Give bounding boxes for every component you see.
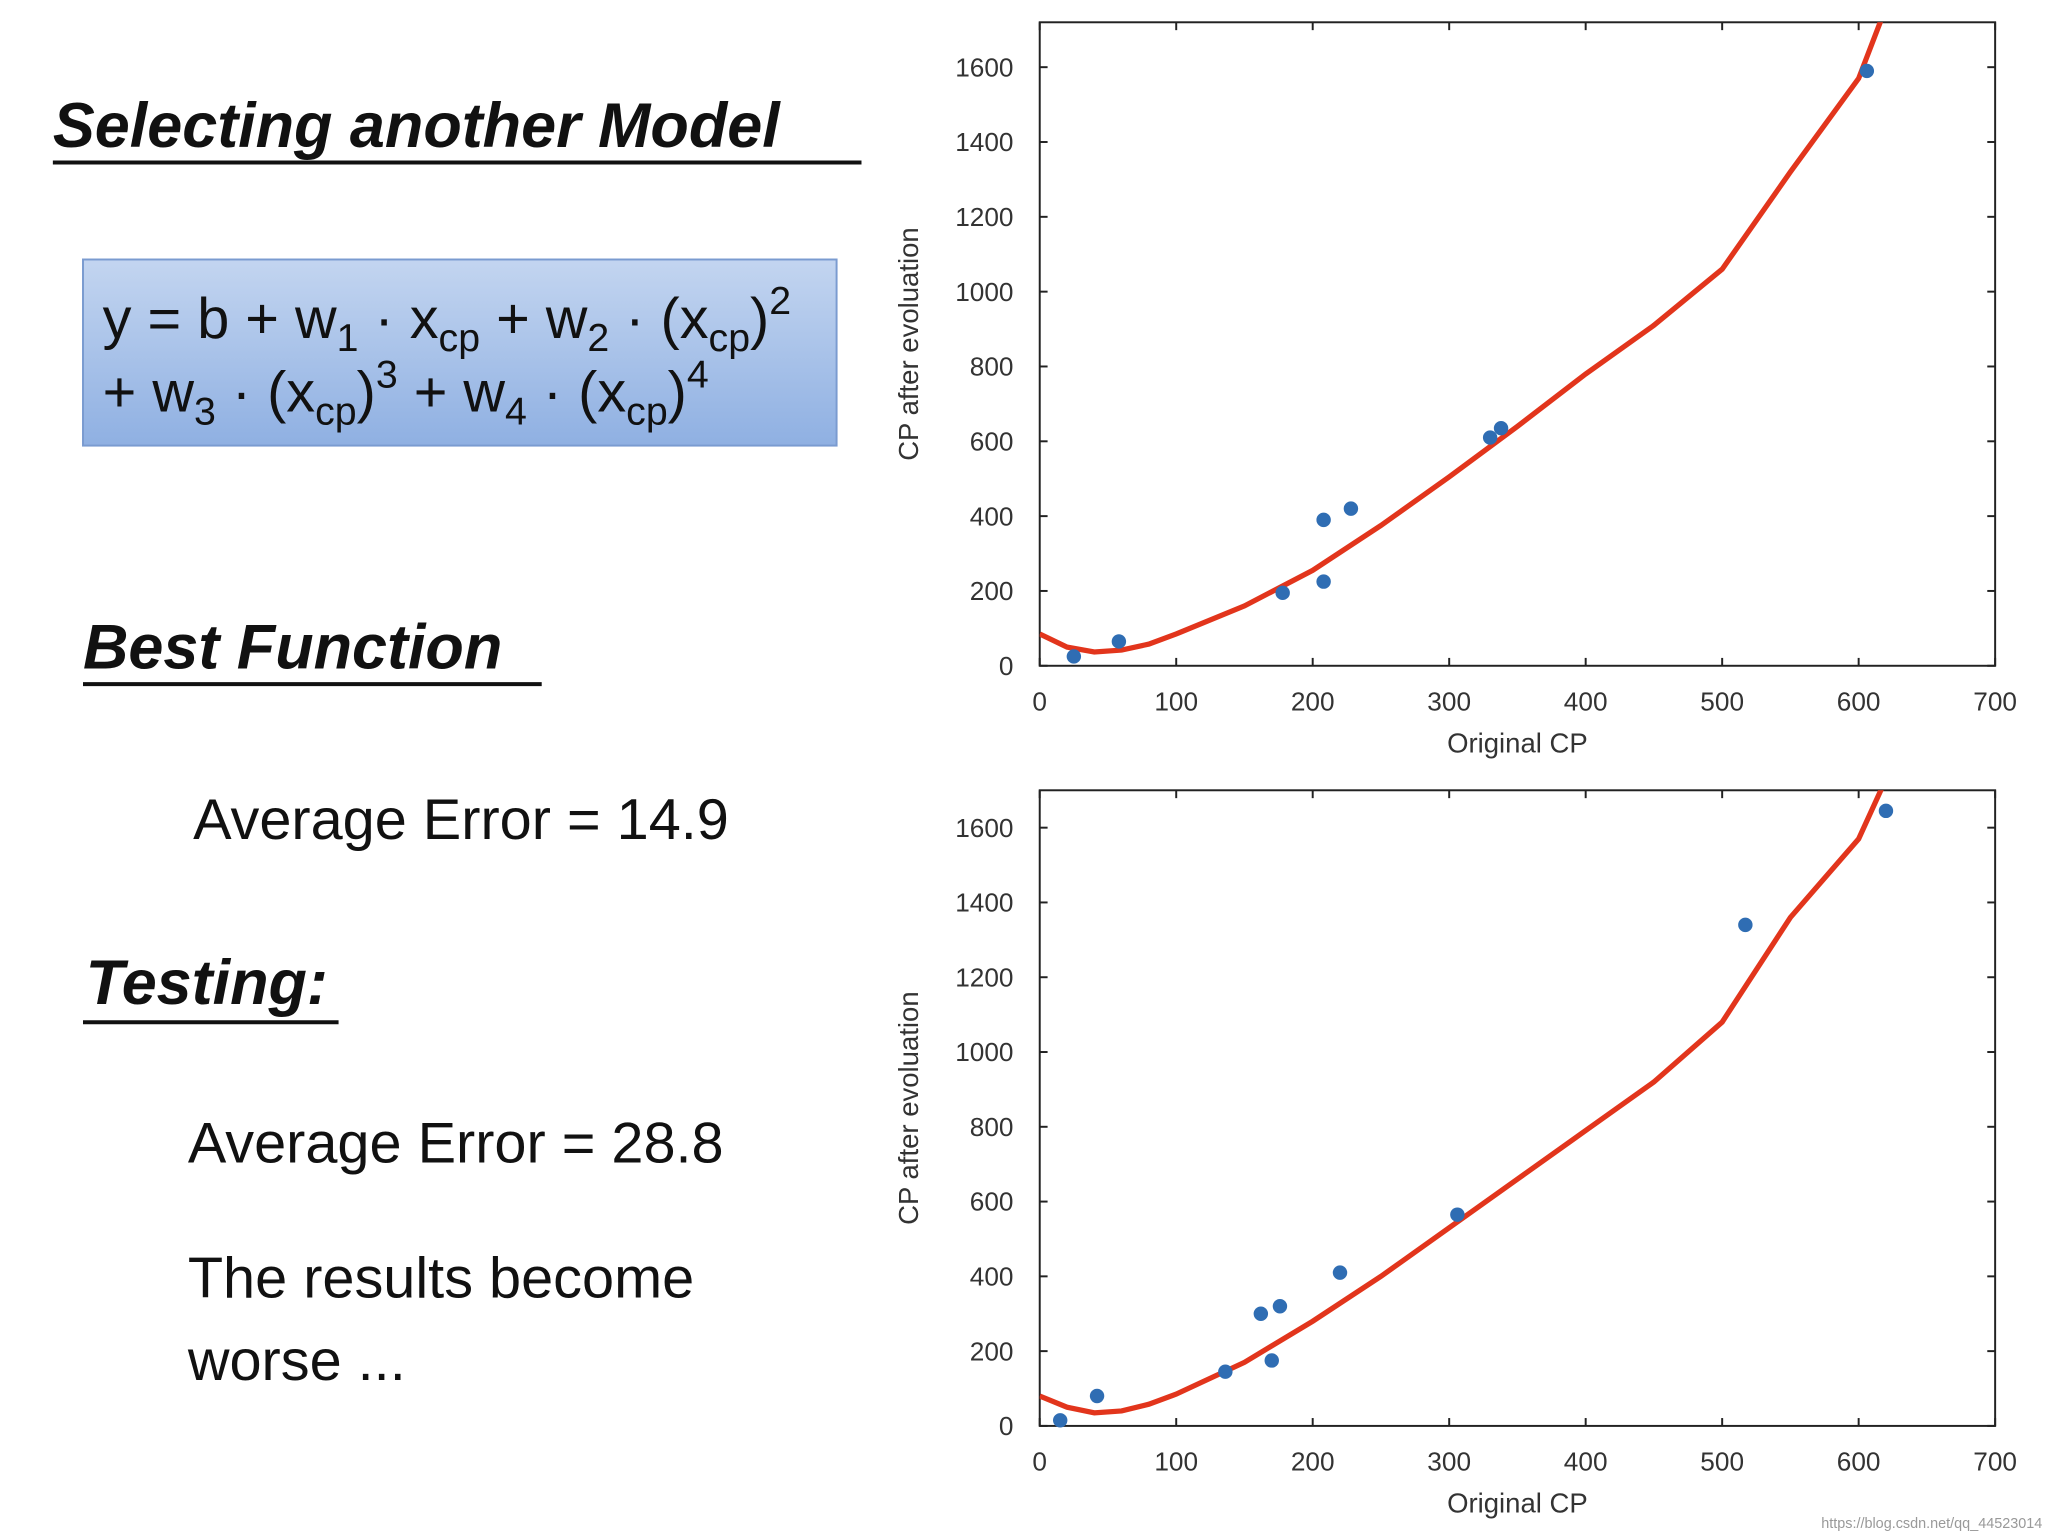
data-point <box>1089 1388 1105 1404</box>
y-tick-label: 1400 <box>955 127 1013 157</box>
y-tick-label: 1000 <box>955 1037 1013 1067</box>
x-tick-label: 100 <box>1154 1446 1198 1476</box>
data-point <box>1275 585 1290 601</box>
plot-area <box>1039 790 1884 1416</box>
y-tick-label: 1200 <box>955 962 1013 992</box>
data-point <box>1493 420 1509 436</box>
data-point <box>1450 1207 1465 1222</box>
heading: Best Function <box>83 612 502 682</box>
data-point <box>1218 1364 1233 1379</box>
y-tick-label: 1600 <box>955 813 1013 843</box>
slide-title: Selecting another Model <box>53 91 781 161</box>
formula-box <box>82 258 838 447</box>
data-point <box>1264 1353 1279 1368</box>
formula-line: y = b + w1 · xcp + w2 · (xcp)2 <box>103 280 791 361</box>
formula-sup: 4 <box>687 353 709 397</box>
data-point <box>1066 649 1082 664</box>
formula-sub: cp <box>315 390 357 434</box>
formula-text: · x <box>358 287 438 351</box>
x-tick-label: 400 <box>1564 1446 1608 1476</box>
y-tick-label: 200 <box>970 576 1014 606</box>
formula-text: ) <box>357 361 376 425</box>
error-text: Average Error = 14.9 <box>193 788 729 852</box>
data-point <box>1272 1299 1288 1314</box>
plot-frame <box>1038 789 1997 1427</box>
y-axis-label: CP after evoluation <box>893 227 924 461</box>
x-tick-label: 300 <box>1427 1446 1471 1476</box>
plot-frame <box>1038 21 1997 667</box>
formula-sub: 4 <box>505 390 527 434</box>
error-text: Average Error = 28.8 <box>188 1111 724 1175</box>
data-point <box>1316 574 1331 589</box>
y-tick-label: 800 <box>970 1112 1014 1142</box>
formula-text: · (x <box>216 361 315 425</box>
formula-sup: 2 <box>769 280 791 324</box>
x-tick-label: 200 <box>1291 1446 1335 1476</box>
formula-sub: 2 <box>587 316 609 360</box>
formula-text: + w <box>103 361 195 425</box>
x-tick-label: 0 <box>1032 686 1047 716</box>
x-tick-label: 600 <box>1837 1446 1881 1476</box>
formula-text: y = b + w <box>103 287 337 351</box>
data-point <box>1111 634 1127 649</box>
y-tick-label: 800 <box>970 352 1014 382</box>
formula-text: ) <box>750 287 769 351</box>
conclusion: worse ... <box>187 1329 406 1393</box>
formula-text: + w <box>398 361 506 425</box>
y-tick-label: 600 <box>970 426 1014 456</box>
y-tick-label: 1200 <box>955 202 1013 232</box>
y-tick-label: 200 <box>970 1336 1014 1366</box>
x-tick-label: 700 <box>1973 1446 2017 1476</box>
y-axis-label: CP after evoluation <box>893 991 924 1225</box>
data-point <box>1859 63 1875 79</box>
y-tick-label: 400 <box>970 501 1014 531</box>
formula-text: · (x <box>527 361 626 425</box>
y-tick-label: 1400 <box>955 888 1013 918</box>
x-tick-label: 400 <box>1564 686 1608 716</box>
x-tick-label: 100 <box>1154 686 1198 716</box>
data-point <box>1316 512 1331 528</box>
formula-sub: cp <box>439 316 481 360</box>
formula-text: ) <box>668 361 687 425</box>
x-tick-label: 200 <box>1291 686 1335 716</box>
data-point <box>1482 430 1498 445</box>
data-point <box>1878 803 1894 819</box>
y-tick-label: 0 <box>999 1411 1014 1441</box>
conclusion: The results become <box>188 1246 694 1310</box>
x-tick-label: 500 <box>1700 686 1744 716</box>
x-tick-label: 0 <box>1032 1446 1047 1476</box>
y-tick-label: 0 <box>999 651 1014 681</box>
x-tick-label: 700 <box>1973 686 2017 716</box>
data-point <box>1738 917 1753 933</box>
formula-sub: cp <box>709 316 751 360</box>
formula-sup: 3 <box>376 353 398 397</box>
formula-sub: cp <box>626 390 668 434</box>
x-tick-label: 500 <box>1700 1446 1744 1476</box>
formula-text: + w <box>480 287 588 351</box>
x-tick-label: 300 <box>1427 686 1471 716</box>
y-tick-label: 400 <box>970 1262 1014 1292</box>
y-tick-label: 1600 <box>955 52 1013 82</box>
y-tick-label: 600 <box>970 1187 1014 1217</box>
fit-curve <box>1039 22 1884 655</box>
x-tick-label: 600 <box>1837 686 1881 716</box>
heading: Testing: <box>86 948 328 1018</box>
data-point <box>1343 501 1359 516</box>
x-axis-label: Original CP <box>1447 727 1588 758</box>
formula-text: · (x <box>609 287 708 351</box>
formula-line: + w3 · (xcp)3 + w4 · (xcp)4 <box>103 353 709 434</box>
formula-sub: 1 <box>337 316 359 360</box>
data-point <box>1052 1413 1068 1428</box>
x-axis-label: Original CP <box>1447 1487 1588 1518</box>
y-tick-label: 1000 <box>955 277 1013 307</box>
watermark: https://blog.csdn.net/qq_44523014 <box>1821 1516 2042 1532</box>
data-point <box>1332 1265 1348 1280</box>
plot-area <box>1039 22 1884 655</box>
fit-curve <box>1039 790 1884 1416</box>
formula-sub: 3 <box>194 390 216 434</box>
data-point <box>1253 1306 1269 1321</box>
